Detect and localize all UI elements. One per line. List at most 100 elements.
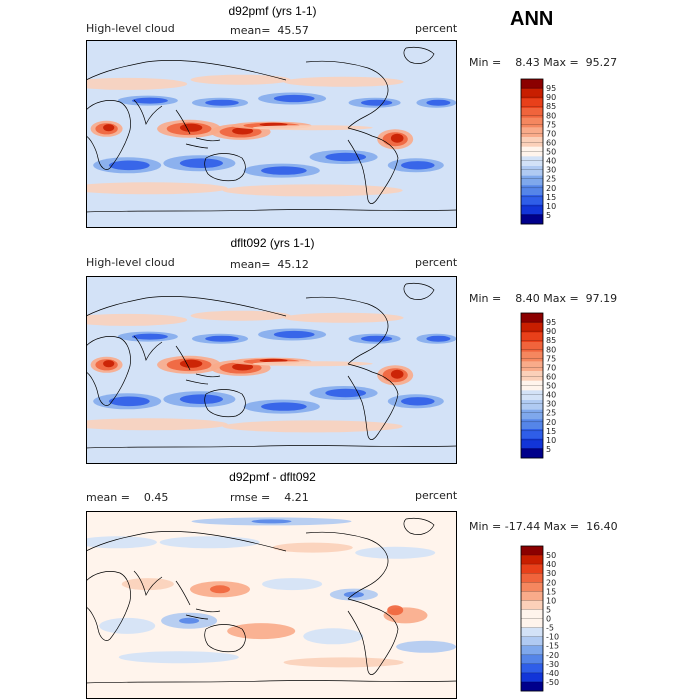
panel-3-left-label: mean = 0.45 [86,491,169,504]
colorbar-swatch [521,332,543,343]
low-cloud-core [325,388,367,398]
colorbar-swatch [521,564,543,574]
colorbar-swatch [521,429,543,439]
coastline [204,153,246,182]
colorbar-swatch [521,448,543,459]
panel-2-title: dflt092 (yrs 1-1) [230,236,315,250]
difference-patch [159,536,260,549]
coastline [86,571,131,641]
colorbar-swatch [521,573,543,583]
colorbar-swatch [521,117,543,128]
colorbar-label: 80 [546,111,556,120]
difference-patch [262,578,323,591]
map-frame [86,276,457,464]
colorbar-swatch [521,195,543,205]
low-cloud-core [108,396,150,407]
storm-track [86,182,228,195]
low-cloud-core [261,166,307,175]
colorbar-swatch [521,351,543,362]
convection-peak [232,363,254,371]
colorbar-label: 20 [546,578,556,587]
colorbar-label: 40 [546,560,556,569]
colorbar-swatch [521,555,543,565]
colorbar-swatch [521,654,543,665]
colorbar-label: 85 [546,336,556,345]
map-frame [86,40,457,228]
colorbar-swatch [521,342,543,352]
colorbar-label: 75 [546,120,556,129]
difference-patch [272,542,353,553]
difference-patch [303,628,364,645]
itcz [252,361,373,367]
panel-3-map [86,511,457,699]
coastline [347,363,399,440]
colorbar-label: 10 [546,436,556,445]
colorbar-swatch [521,79,543,89]
colorbar-label: -15 [546,642,559,651]
difference-extreme [179,617,200,624]
coastline [347,598,399,675]
colorbar-swatch [521,185,543,196]
coastline [175,580,221,620]
colorbar-label: 40 [546,157,556,166]
colorbar-swatch [521,390,543,401]
low-cloud-core [273,94,315,103]
colorbar-swatch [521,618,543,628]
convection-peak [390,133,404,143]
convection-peak [390,369,404,379]
colorbar-swatch [521,546,543,556]
low-cloud-core [273,330,315,339]
difference-extreme [387,605,404,616]
panel-2-left-label: High-level cloud [86,256,175,269]
convection-peak [232,127,254,135]
convection-peak [179,359,203,368]
panel-2-map [86,276,457,464]
colorbar-swatch [521,645,543,656]
convection-peak [179,123,203,132]
colorbar-label: 25 [546,409,556,418]
panel-3-center-label: rmse = 4.21 [230,491,309,504]
colorbar-label: 60 [546,372,556,381]
panel-3-minmax: Min = -17.44 Max = 16.40 [469,520,618,533]
colorbar-label: -50 [546,678,559,687]
convection-peak [259,358,288,363]
colorbar-label: 10 [546,202,556,211]
storm-track [222,184,403,197]
colorbar-swatch [521,409,543,420]
low-cloud-core [179,394,223,404]
storm-track [86,418,228,431]
convection-peak [259,122,288,127]
colorbar-label: 5 [546,445,551,454]
coastline [86,531,287,552]
panel-2-minmax: Min = 8.40 Max = 97.19 [469,292,618,305]
colorbar-swatch [521,204,543,215]
colorbar-label: 25 [546,175,556,184]
panel-3-right-label: percent [415,489,458,502]
coastline [133,335,163,362]
low-cloud-core [361,335,393,342]
storm-track [222,420,403,433]
colorbar-swatch [521,214,543,225]
storm-track [283,76,404,87]
colorbar-swatch [521,609,543,619]
colorbar-swatch [521,88,543,99]
difference-patch [118,651,239,664]
colorbar-label: 50 [546,148,556,157]
panel-1-minmax: Min = 8.43 Max = 95.27 [469,56,618,69]
coastline [86,209,457,213]
coastline [403,517,435,535]
low-cloud-core [131,333,168,340]
panel-1-right-label: percent [415,22,458,35]
colorbar-label: 85 [546,102,556,111]
colorbar-label: 15 [546,193,556,202]
colorbar-swatch [521,322,543,333]
coastline [204,624,246,653]
colorbar-swatch [521,419,543,430]
coastline [86,680,457,684]
panel-3-title: d92pmf - dflt092 [229,470,316,484]
colorbar-label: 20 [546,184,556,193]
colorbar-label: 40 [546,391,556,400]
colorbar-label: 30 [546,569,556,578]
